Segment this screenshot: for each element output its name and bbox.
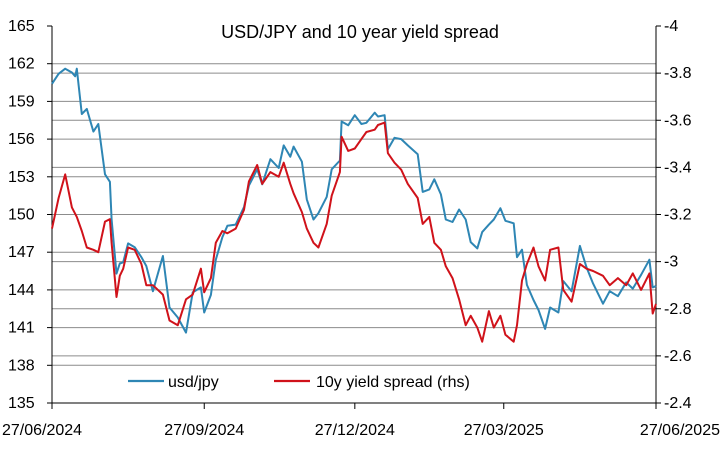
y-right-tick-label: -2.6 <box>664 348 692 365</box>
y-left-tick-label: 135 <box>8 395 35 412</box>
y-left-tick-label: 165 <box>8 18 35 35</box>
series-line-yield-spread <box>51 121 657 343</box>
y-right-tick-label: -3.6 <box>664 112 692 129</box>
x-tick-label: 27/06/2025 <box>640 422 720 439</box>
y-axis-right-ticks: -2.4 -2.6 -2.8 -3 -3.2 -3.4 -3.6 -3.8 -4 <box>656 18 692 412</box>
x-tick-label: 27/06/2024 <box>2 422 82 439</box>
y-axis-left-ticks: 135 138 141 144 147 150 153 156 159 162 165 <box>8 18 52 412</box>
y-left-tick-label: 150 <box>8 207 35 224</box>
y-right-tick-label: -2.8 <box>664 301 692 318</box>
y-right-tick-label: -3 <box>664 254 678 271</box>
x-tick-label: 27/03/2025 <box>464 422 544 439</box>
y-right-tick-label: -4 <box>664 18 678 35</box>
series-lines <box>51 67 657 343</box>
chart-title: USD/JPY and 10 year yield spread <box>221 22 499 42</box>
x-tick-label: 27/12/2024 <box>315 422 395 439</box>
legend: usd/jpy 10y yield spread (rhs) <box>128 374 470 391</box>
legend-label-yield-spread: 10y yield spread (rhs) <box>316 374 470 391</box>
y-left-tick-label: 162 <box>8 56 35 73</box>
y-left-tick-label: 153 <box>8 169 35 186</box>
y-right-tick-label: -2.4 <box>664 395 692 412</box>
series-line-usd-jpy <box>51 67 657 334</box>
x-axis-ticks: 27/06/2024 27/09/2024 27/12/2024 27/03/2025… <box>2 403 720 439</box>
y-left-tick-label: 159 <box>8 93 35 110</box>
y-right-tick-label: -3.8 <box>664 65 692 82</box>
legend-label-usd-jpy: usd/jpy <box>168 374 219 391</box>
x-tick-label: 27/09/2024 <box>164 422 244 439</box>
y-left-tick-label: 141 <box>8 320 35 337</box>
y-left-tick-label: 156 <box>8 131 35 148</box>
y-left-tick-label: 144 <box>8 282 35 299</box>
y-left-tick-label: 138 <box>8 357 35 374</box>
y-right-tick-label: -3.4 <box>664 159 692 176</box>
y-left-tick-label: 147 <box>8 244 35 261</box>
y-right-tick-label: -3.2 <box>664 207 692 224</box>
